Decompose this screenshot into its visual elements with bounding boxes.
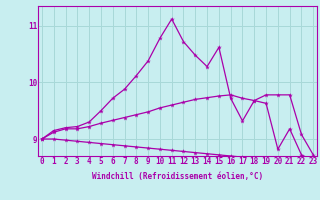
X-axis label: Windchill (Refroidissement éolien,°C): Windchill (Refroidissement éolien,°C) — [92, 172, 263, 181]
